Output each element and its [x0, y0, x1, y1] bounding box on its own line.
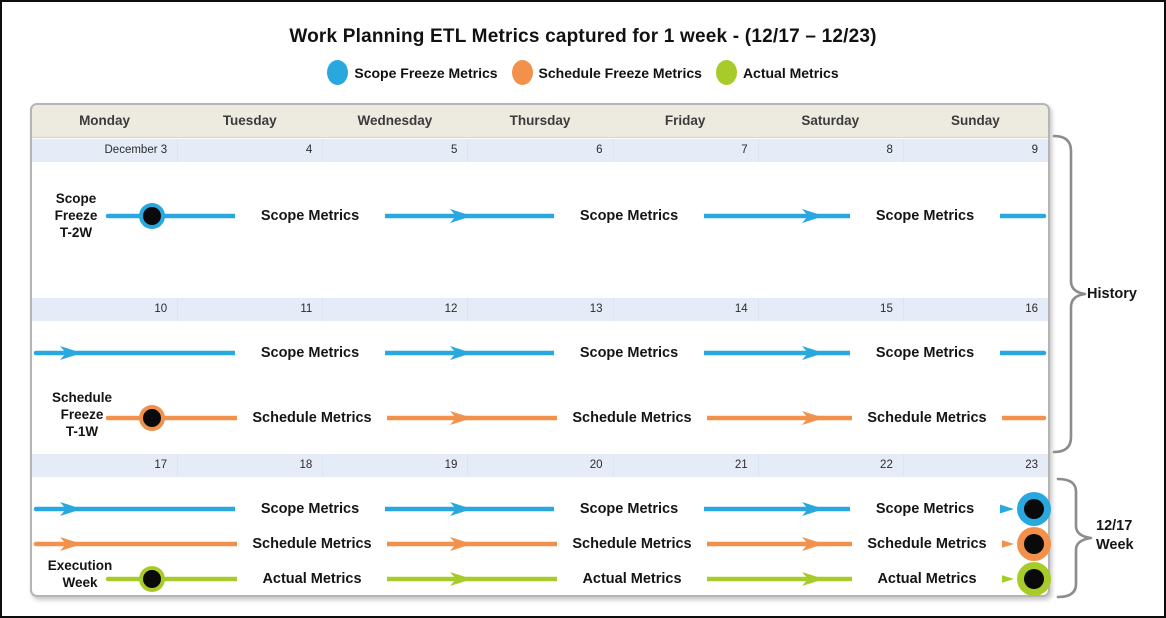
- metric-label: Scope Metrics: [554, 342, 704, 364]
- date-cell: 4: [177, 139, 322, 162]
- metric-label: Scope Metrics: [235, 342, 385, 364]
- end-marker-dot-schedule: [1017, 527, 1051, 561]
- history-brace: [1052, 134, 1087, 454]
- legend-swatch-schedule: [511, 60, 533, 85]
- legend-swatch-scope: [327, 60, 349, 85]
- legend-item-schedule: Schedule Freeze Metrics: [511, 60, 702, 85]
- arrow-right-icon: [450, 411, 824, 425]
- legend-swatch-actual: [715, 60, 737, 85]
- legend-item-scope: Scope Freeze Metrics: [327, 60, 498, 85]
- calendar-panel: Monday Tuesday Wednesday Thursday Friday…: [30, 103, 1051, 597]
- date-cell: 6: [467, 139, 612, 162]
- date-strip-week1: December 3 4 5 6 7 8 9: [32, 139, 1048, 162]
- date-cell: 17: [154, 459, 168, 471]
- date-cell: 13: [467, 298, 612, 321]
- day-header-cell: Tuesday: [222, 113, 277, 128]
- execution-week-label: Execution Week: [47, 558, 113, 590]
- end-marker-dot-actual: [1017, 562, 1051, 596]
- metric-label: Scope Metrics: [850, 498, 1000, 520]
- date-cell: December 3: [104, 144, 168, 156]
- date-cell: 20: [467, 454, 612, 477]
- date-cell: 21: [612, 454, 758, 477]
- scope-track-week1: [105, 209, 1047, 223]
- metric-label: Schedule Metrics: [237, 533, 387, 555]
- metric-label: Actual Metrics: [237, 568, 387, 590]
- schedule-track-week2: [105, 411, 1047, 425]
- metric-label: Scope Metrics: [235, 205, 385, 227]
- metric-label: Schedule Metrics: [557, 407, 707, 429]
- date-cell: 23: [902, 454, 1048, 477]
- scope-freeze-label: Scope Freeze T-2W: [54, 191, 98, 240]
- history-label: History: [1087, 286, 1137, 302]
- day-header-cell: Saturday: [801, 113, 860, 128]
- date-cell: 8: [757, 139, 903, 162]
- date-cell: 10: [154, 303, 168, 315]
- arrow-right-icon: [60, 346, 824, 360]
- date-cell: 12: [322, 298, 467, 321]
- date-cell: 14: [612, 298, 758, 321]
- date-cell: 9: [902, 139, 1048, 162]
- metric-label: Scope Metrics: [850, 205, 1000, 227]
- date-cell: 16: [902, 298, 1048, 321]
- metric-label: Scope Metrics: [554, 498, 704, 520]
- metric-label: Actual Metrics: [557, 568, 707, 590]
- date-cell: 18: [177, 454, 322, 477]
- date-strip-week3: 17 18 19 20 21 22 23: [32, 454, 1048, 477]
- date-cell: 15: [757, 298, 903, 321]
- metric-label: Schedule Metrics: [557, 533, 707, 555]
- date-strip-week2: 10 11 12 13 14 15 16: [32, 298, 1048, 321]
- metric-label: Schedule Metrics: [237, 407, 387, 429]
- metric-label: Schedule Metrics: [852, 407, 1002, 429]
- day-header-cell: Wednesday: [357, 113, 433, 128]
- metric-label: Scope Metrics: [235, 498, 385, 520]
- metric-label: Scope Metrics: [554, 205, 704, 227]
- scope-track-week2: [33, 346, 1047, 360]
- legend-label: Actual Metrics: [742, 64, 839, 81]
- metric-label: Schedule Metrics: [852, 533, 1002, 555]
- day-header-cell: Sunday: [951, 113, 1000, 128]
- start-marker-dot-scope: [139, 203, 165, 229]
- page-title: Work Planning ETL Metrics captured for 1…: [289, 26, 877, 47]
- date-cell: 19: [322, 454, 467, 477]
- start-marker-dot-schedule: [139, 405, 165, 431]
- current-week-label: 12/17 Week: [1096, 518, 1134, 553]
- start-marker-dot-actual: [139, 566, 165, 592]
- current-week-brace: [1056, 477, 1093, 599]
- day-header-cell: Thursday: [509, 113, 571, 128]
- legend: Scope Freeze Metrics Schedule Freeze Met…: [2, 60, 1164, 85]
- metric-label: Actual Metrics: [852, 568, 1002, 590]
- date-cell: 5: [322, 139, 467, 162]
- date-cell: 22: [757, 454, 903, 477]
- day-header-cell: Monday: [79, 113, 131, 128]
- date-cell: 7: [612, 139, 758, 162]
- legend-item-actual: Actual Metrics: [715, 60, 839, 85]
- day-header-cell: Friday: [664, 113, 706, 128]
- date-cell: 11: [177, 298, 322, 321]
- end-marker-dot-scope: [1017, 492, 1051, 526]
- arrow-right-icon: [450, 209, 824, 223]
- schedule-freeze-label: Schedule Freeze T-1W: [51, 390, 113, 439]
- legend-label: Schedule Freeze Metrics: [538, 64, 702, 81]
- metric-label: Scope Metrics: [850, 342, 1000, 364]
- day-header-row: Monday Tuesday Wednesday Thursday Friday…: [32, 105, 1048, 138]
- legend-label: Scope Freeze Metrics: [354, 64, 498, 81]
